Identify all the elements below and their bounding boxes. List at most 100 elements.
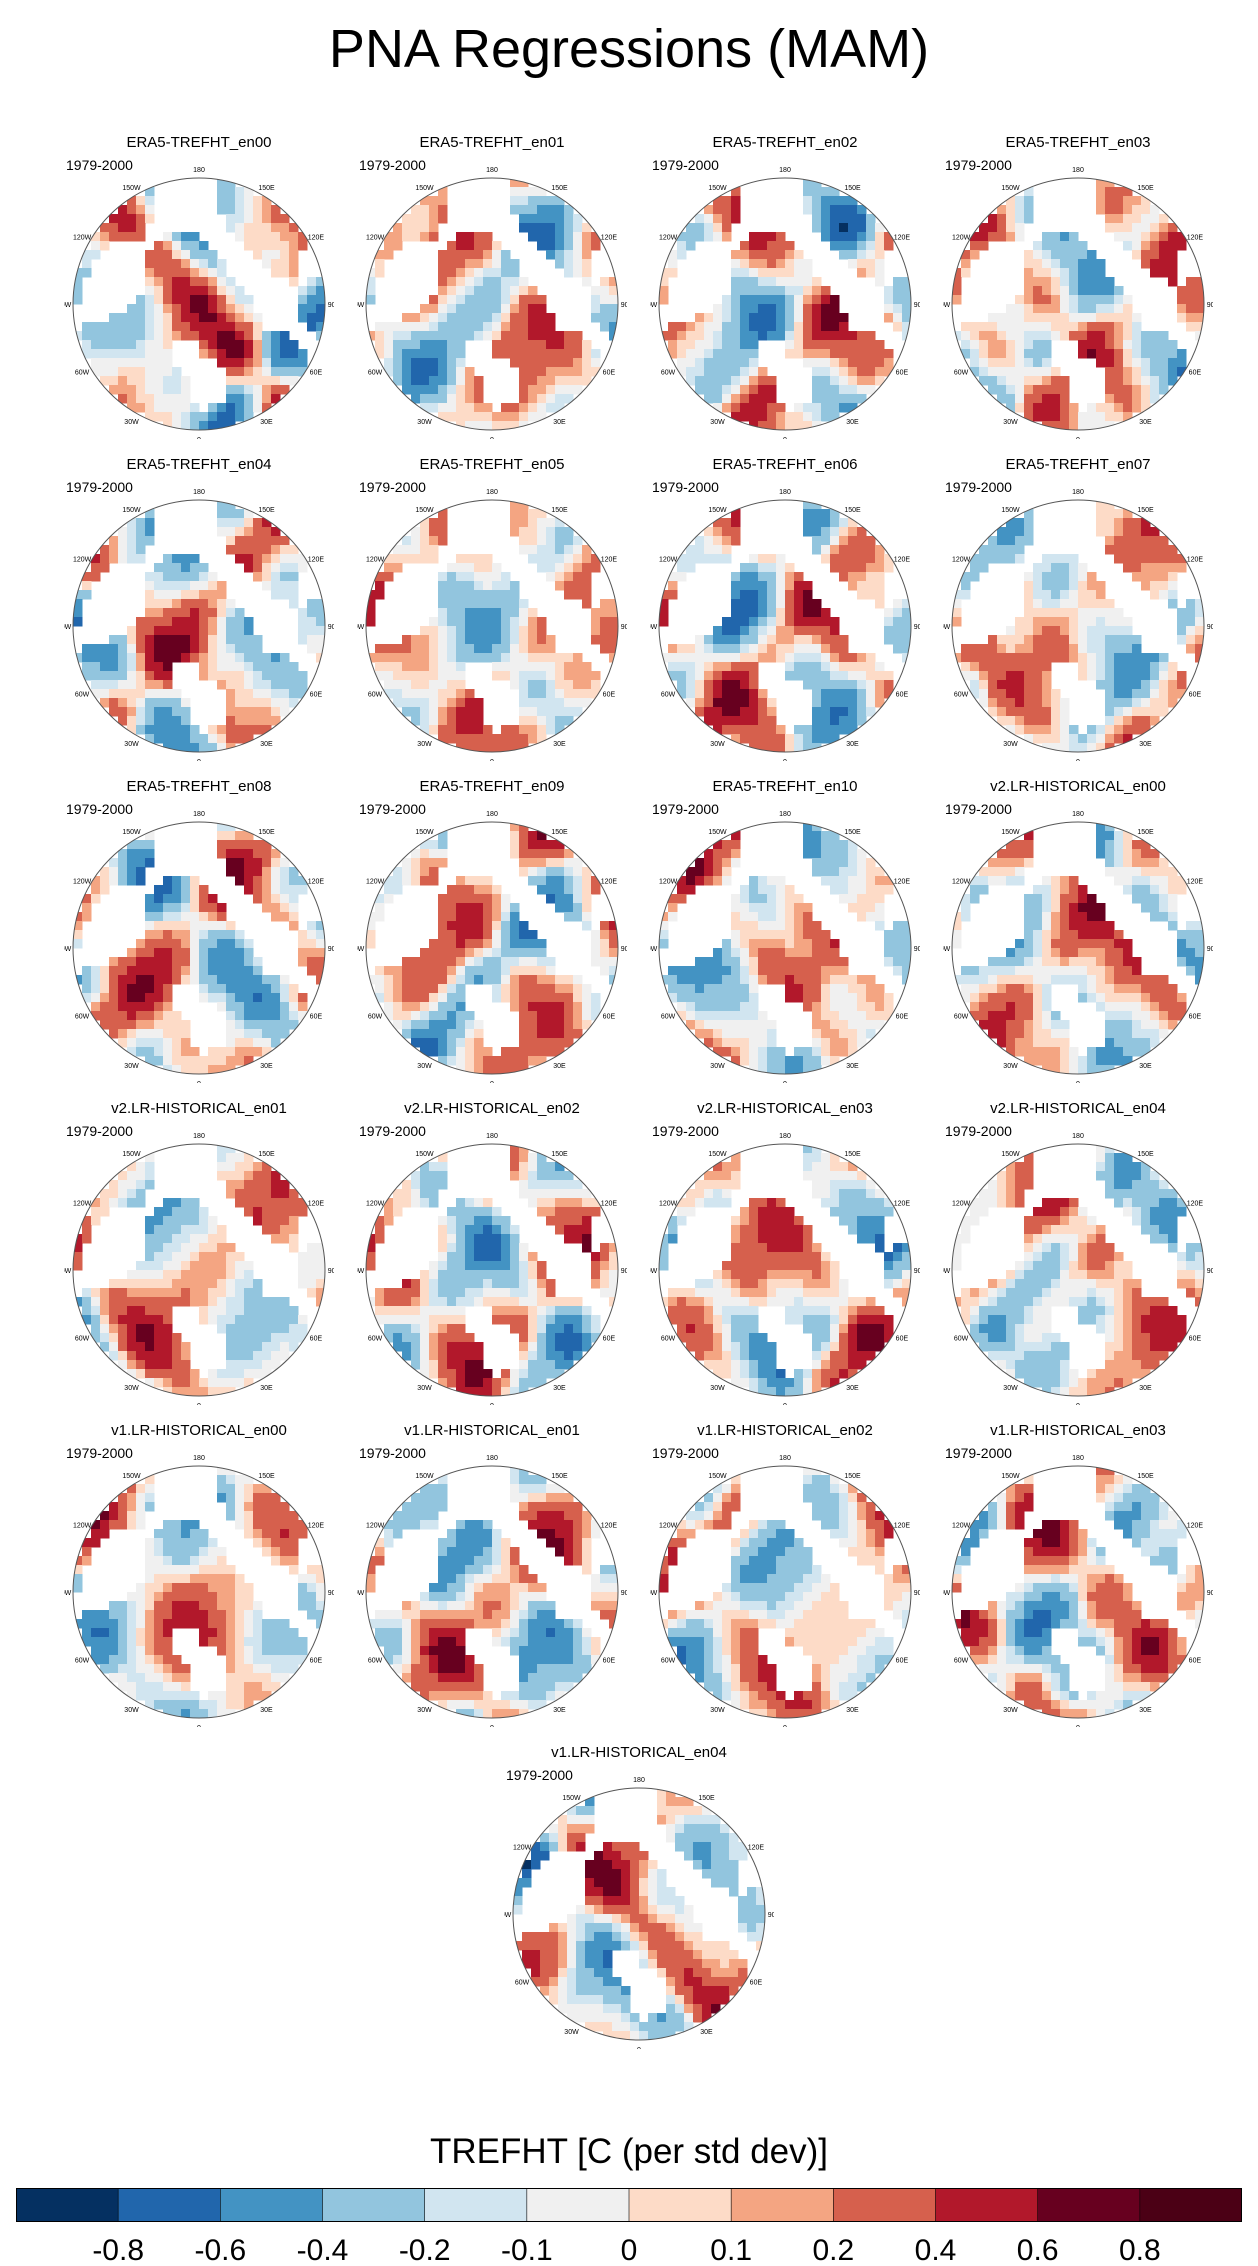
field-cell bbox=[546, 635, 556, 645]
field-cell bbox=[884, 939, 894, 949]
field-cell bbox=[519, 277, 529, 287]
field-cell bbox=[713, 214, 723, 224]
field-cell bbox=[384, 662, 394, 672]
field-cell bbox=[848, 671, 858, 681]
field-cell bbox=[172, 725, 182, 735]
field-cell bbox=[952, 921, 962, 931]
field-cell bbox=[501, 572, 511, 582]
field-cell bbox=[465, 885, 475, 895]
field-cell bbox=[537, 554, 547, 564]
field-cell bbox=[501, 277, 511, 287]
field-cell bbox=[1123, 545, 1133, 555]
field-cell bbox=[456, 921, 466, 931]
field-cell bbox=[893, 644, 903, 654]
field-cell bbox=[271, 662, 281, 672]
field-cell bbox=[1024, 662, 1034, 672]
field-cell bbox=[794, 725, 804, 735]
field-cell bbox=[767, 876, 777, 886]
field-cell bbox=[1051, 894, 1061, 904]
field-cell bbox=[109, 671, 119, 681]
field-cell bbox=[199, 286, 209, 296]
field-cell bbox=[582, 876, 592, 886]
field-cell bbox=[1150, 903, 1160, 913]
field-cell bbox=[1096, 743, 1106, 752]
field-cell bbox=[1033, 671, 1043, 681]
field-cell bbox=[776, 903, 786, 913]
field-cell bbox=[1015, 698, 1025, 708]
field-cell bbox=[758, 903, 768, 913]
field-cell bbox=[1042, 912, 1052, 922]
map-panel: ERA5-TREFHT_en061979-2000180150E120E90E6… bbox=[650, 456, 920, 761]
field-cell bbox=[1006, 223, 1016, 233]
field-cell bbox=[1096, 617, 1106, 627]
field-cell bbox=[830, 295, 840, 305]
field-cell bbox=[145, 734, 155, 744]
field-cell bbox=[163, 590, 173, 600]
field-cell bbox=[866, 545, 876, 555]
field-cell bbox=[857, 376, 867, 386]
field-cell bbox=[537, 1020, 547, 1030]
field-cell bbox=[875, 590, 885, 600]
field-cell bbox=[127, 626, 137, 636]
field-cell bbox=[253, 698, 263, 708]
field-cell bbox=[501, 421, 511, 430]
field-cell bbox=[695, 1011, 705, 1021]
field-cell bbox=[271, 849, 281, 859]
field-cell bbox=[776, 572, 786, 582]
field-cell bbox=[154, 1038, 164, 1048]
field-cell bbox=[447, 635, 457, 645]
field-cell bbox=[244, 1011, 254, 1021]
field-cell bbox=[1186, 599, 1196, 609]
field-cell bbox=[384, 340, 394, 350]
field-cell bbox=[1141, 232, 1151, 242]
field-cell bbox=[1069, 563, 1079, 573]
field-cell bbox=[902, 313, 911, 323]
field-cell bbox=[1015, 867, 1025, 877]
field-cell bbox=[1042, 295, 1052, 305]
field-cell bbox=[803, 921, 813, 931]
field-cell bbox=[519, 545, 529, 555]
field-cell bbox=[253, 1011, 263, 1021]
longitude-label: 120E bbox=[601, 557, 618, 564]
field-cell bbox=[163, 599, 173, 609]
field-cell bbox=[402, 966, 412, 976]
field-cell bbox=[704, 1029, 714, 1039]
field-cell bbox=[253, 340, 263, 350]
field-cell bbox=[190, 421, 200, 430]
field-cell bbox=[438, 295, 448, 305]
field-cell bbox=[82, 993, 92, 1003]
field-cell bbox=[271, 331, 281, 341]
field-cell bbox=[447, 376, 457, 386]
field-cell bbox=[979, 885, 989, 895]
field-cell bbox=[456, 1020, 466, 1030]
field-cell bbox=[438, 966, 448, 976]
field-cell bbox=[866, 590, 876, 600]
field-cell bbox=[402, 662, 412, 672]
field-cell bbox=[1159, 912, 1169, 922]
field-cell bbox=[100, 876, 110, 886]
field-cell bbox=[235, 689, 245, 699]
field-cell bbox=[280, 581, 290, 591]
field-cell bbox=[172, 1047, 182, 1057]
field-cell bbox=[235, 680, 245, 690]
field-cell bbox=[447, 671, 457, 681]
field-cell bbox=[785, 581, 795, 591]
field-cell bbox=[109, 707, 119, 717]
longitude-label: 180 bbox=[779, 167, 791, 174]
field-cell bbox=[740, 617, 750, 627]
field-cell bbox=[1015, 689, 1025, 699]
field-cell bbox=[289, 268, 299, 278]
field-cell bbox=[713, 653, 723, 663]
field-cell bbox=[884, 358, 894, 368]
field-cell bbox=[519, 223, 529, 233]
field-cell bbox=[722, 948, 732, 958]
field-cell bbox=[384, 331, 394, 341]
field-cell bbox=[749, 322, 759, 332]
field-cell bbox=[190, 322, 200, 332]
field-cell bbox=[501, 743, 511, 752]
field-cell bbox=[1177, 680, 1187, 690]
field-cell bbox=[235, 1056, 245, 1066]
field-cell bbox=[812, 331, 822, 341]
field-cell bbox=[749, 966, 759, 976]
field-cell bbox=[163, 322, 173, 332]
